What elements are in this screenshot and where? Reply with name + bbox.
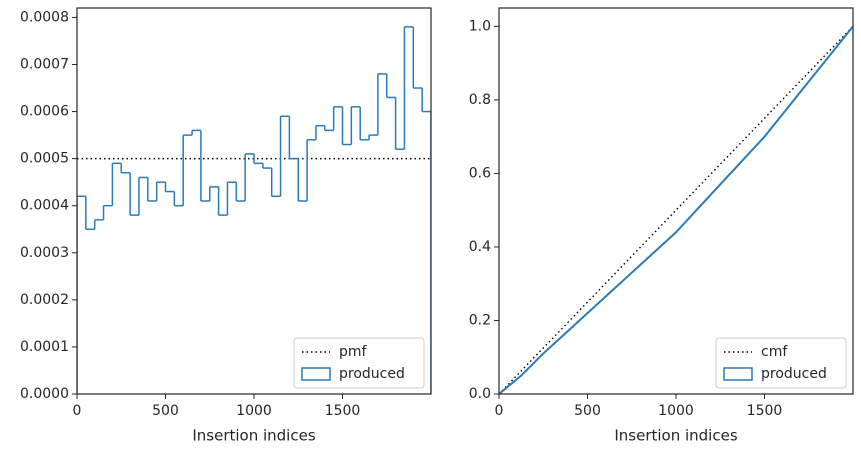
y-tick-label: 0.0001 (20, 339, 69, 355)
legend-label: produced (761, 366, 827, 382)
x-tick-label: 0 (495, 403, 504, 419)
y-tick-label: 0.8 (469, 92, 491, 108)
legend-box (293, 337, 425, 389)
x-tick-label: 1000 (658, 403, 694, 419)
plot-frame (76, 7, 432, 395)
y-tick-label: 0.0005 (20, 151, 69, 167)
x-axis-label: Insertion indices (614, 427, 737, 445)
x-axis-label: Insertion indices (192, 427, 315, 445)
y-tick-label: 0.4 (469, 239, 491, 255)
y-tick-label: 0.6 (469, 165, 491, 181)
y-tick-label: 1.0 (469, 18, 491, 34)
legend-label: cmf (761, 344, 788, 360)
y-tick-label: 0.0 (469, 386, 491, 402)
y-tick-label: 0.0007 (20, 56, 69, 72)
legend-box (715, 337, 847, 389)
plot-frame (498, 7, 854, 395)
y-tick-label: 0.0002 (20, 292, 69, 308)
y-tick-label: 0.0008 (20, 9, 69, 25)
y-tick-label: 0.0000 (20, 386, 69, 402)
x-tick-label: 1500 (325, 403, 361, 419)
x-tick-label: 0 (73, 403, 82, 419)
x-tick-label: 500 (574, 403, 601, 419)
legend-label: pmf (339, 344, 368, 360)
y-tick-label: 0.0004 (20, 198, 69, 214)
x-tick-label: 1500 (747, 403, 783, 419)
cumulative-line (499, 25, 853, 394)
legend-label: produced (339, 366, 405, 382)
y-tick-label: 0.0006 (20, 104, 69, 120)
x-tick-label: 500 (152, 403, 179, 419)
legend-swatch (723, 367, 753, 381)
legend-swatch (301, 367, 331, 381)
y-tick-label: 0.2 (469, 312, 491, 328)
x-tick-label: 1000 (236, 403, 272, 419)
y-tick-label: 0.0003 (20, 245, 69, 261)
